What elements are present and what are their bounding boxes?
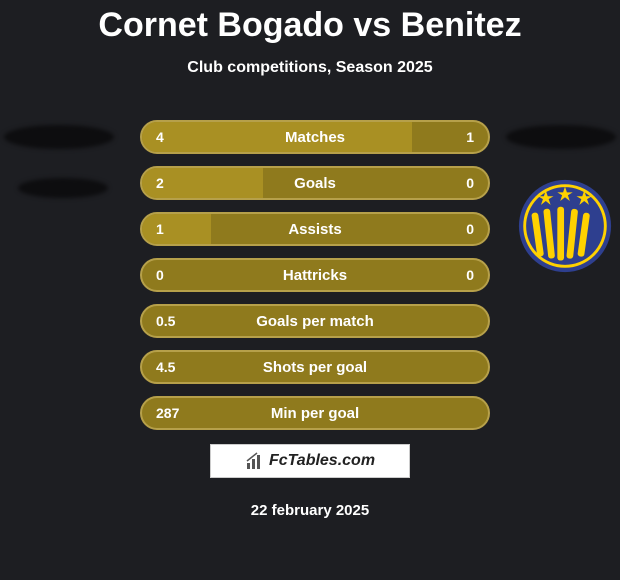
stat-row: 4.5 Shots per goal (140, 350, 490, 384)
club-badge (517, 178, 613, 274)
footer-brand: FcTables.com (210, 444, 410, 478)
stat-row: 2 Goals 0 (140, 166, 490, 200)
stat-row: 0.5 Goals per match (140, 304, 490, 338)
page-subtitle: Club competitions, Season 2025 (0, 59, 620, 77)
stat-value-right: 0 (466, 175, 474, 191)
stat-row: 287 Min per goal (140, 396, 490, 430)
footer-date: 22 february 2025 (0, 502, 620, 519)
stat-row: 1 Assists 0 (140, 212, 490, 246)
stat-fill (142, 122, 412, 152)
stat-value-right: 0 (466, 267, 474, 283)
stat-value-left: 1 (156, 221, 164, 237)
stat-value-left: 2 (156, 175, 164, 191)
stat-label: Min per goal (271, 405, 359, 422)
stat-value-right: 1 (466, 129, 474, 145)
stat-value-left: 0 (156, 267, 164, 283)
footer-brand-text: FcTables.com (269, 452, 375, 470)
stat-label: Goals per match (256, 313, 374, 330)
stats-panel: 4 Matches 1 2 Goals 0 1 Assists 0 0 Hattricks 0 0.5 G… (140, 120, 490, 442)
stat-row: 4 Matches 1 (140, 120, 490, 154)
page-title: Cornet Bogado vs Benitez (0, 0, 620, 45)
stat-label: Matches (285, 129, 345, 146)
stat-value-right: 0 (466, 221, 474, 237)
stat-value-left: 4 (156, 129, 164, 145)
stat-fill (142, 214, 211, 244)
stat-label: Hattricks (283, 267, 347, 284)
stat-label: Goals (294, 175, 336, 192)
stat-label: Assists (288, 221, 341, 238)
player-left-shadow-2 (18, 178, 108, 198)
stat-row: 0 Hattricks 0 (140, 258, 490, 292)
stat-value-left: 287 (156, 405, 179, 421)
stat-label: Shots per goal (263, 359, 367, 376)
stat-value-left: 4.5 (156, 359, 175, 375)
stat-value-left: 0.5 (156, 313, 175, 329)
player-right-shadow-1 (506, 125, 616, 149)
player-left-shadow-1 (4, 125, 114, 149)
chart-icon (245, 451, 265, 471)
